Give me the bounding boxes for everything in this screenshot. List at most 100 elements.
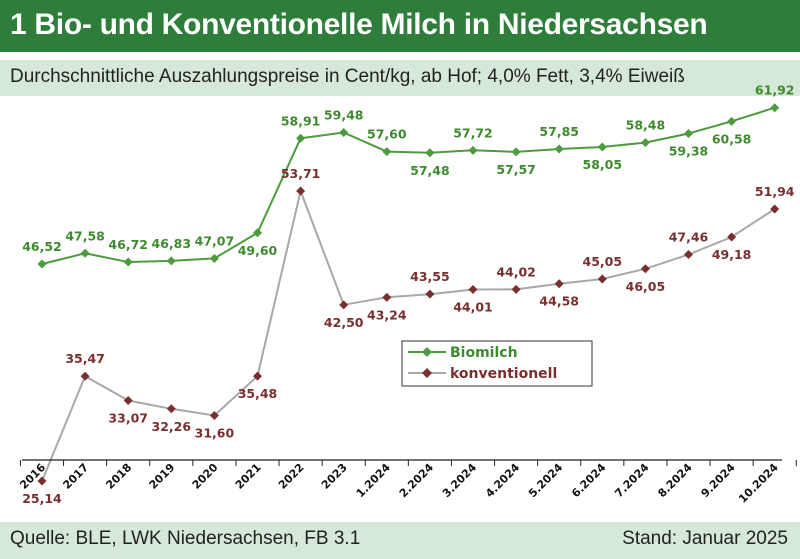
x-tick-label: 6.2024 — [569, 461, 608, 500]
marker-konventionell — [554, 279, 564, 289]
marker-biomilch — [684, 129, 693, 139]
marker-konventionell — [468, 285, 478, 295]
data-label-biomilch: 58,48 — [626, 118, 666, 133]
marker-konventionell — [123, 396, 133, 406]
marker-biomilch — [597, 142, 607, 152]
marker-biomilch — [296, 133, 306, 143]
data-label-biomilch: 46,72 — [108, 237, 148, 252]
data-label-biomilch: 58,05 — [583, 157, 623, 172]
x-tick-label: 8.2024 — [655, 461, 694, 500]
data-label-biomilch: 46,83 — [152, 236, 192, 251]
x-tick-label: 4.2024 — [483, 461, 522, 500]
data-label-biomilch: 60,58 — [712, 131, 752, 146]
data-label-konventionell: 44,01 — [453, 300, 493, 315]
marker-konventionell — [382, 292, 392, 302]
x-tick-label: 2021 — [233, 461, 264, 492]
series-line-biomilch — [41, 106, 776, 265]
marker-konventionell — [296, 186, 306, 196]
marker-biomilch — [640, 138, 650, 148]
data-label-biomilch: 57,72 — [453, 125, 493, 140]
data-label-biomilch: 58,91 — [281, 113, 321, 128]
x-tick-label: 2017 — [60, 461, 91, 492]
data-label-biomilch: 59,48 — [324, 107, 364, 122]
x-tick-label: 3.2024 — [440, 461, 479, 500]
legend-marker-konventionell — [422, 368, 432, 378]
x-tick-label: 2019 — [147, 461, 178, 492]
x-tick-label: 7.2024 — [612, 461, 651, 500]
marker-konventionell — [511, 284, 521, 294]
data-label-konventionell: 43,55 — [410, 269, 450, 284]
x-tick-label: 9.2024 — [699, 461, 738, 500]
marker-biomilch — [511, 147, 521, 157]
data-label-konventionell: 25,14 — [22, 491, 62, 506]
x-tick-label: 5.2024 — [526, 461, 565, 500]
marker-konventionell — [597, 274, 607, 284]
data-label-biomilch: 61,92 — [755, 83, 795, 98]
data-label-konventionell: 33,07 — [108, 411, 148, 426]
data-label-konventionell: 44,58 — [539, 294, 579, 309]
legend-label-konventionell: konventionell — [450, 366, 557, 382]
data-label-biomilch: 57,48 — [410, 163, 450, 178]
marker-konventionell — [37, 476, 47, 486]
data-label-konventionell: 46,05 — [626, 279, 666, 294]
data-label-konventionell: 45,05 — [583, 254, 623, 269]
data-label-biomilch: 57,85 — [539, 124, 579, 139]
marker-biomilch — [727, 116, 737, 126]
marker-biomilch — [468, 145, 478, 155]
data-label-konventionell: 31,60 — [195, 425, 235, 440]
x-tick-label: 2023 — [319, 461, 350, 492]
page-subtitle: Durchschnittliche Auszahlungspreise in C… — [10, 66, 685, 87]
marker-biomilch — [80, 248, 90, 258]
data-label-konventionell: 49,18 — [712, 247, 752, 262]
data-label-konventionell: 53,71 — [281, 166, 321, 181]
marker-biomilch — [339, 127, 349, 137]
x-tick-label: 2022 — [276, 461, 307, 492]
series-lines — [41, 106, 776, 482]
marker-konventionell — [640, 264, 650, 274]
data-label-biomilch: 57,57 — [496, 162, 536, 177]
marker-biomilch — [425, 148, 435, 158]
marker-biomilch — [554, 144, 564, 154]
data-label-konventionell: 51,94 — [755, 184, 795, 199]
marker-biomilch — [253, 228, 262, 238]
legend-box — [401, 340, 593, 387]
data-label-biomilch: 57,60 — [367, 127, 407, 142]
x-axis-ticks: 2016 2017 2018 2019 2020 2021 2022 2023 1.2024 2.… — [17, 460, 797, 506]
data-label-biomilch: 59,38 — [669, 144, 709, 159]
marker-konventionell — [253, 371, 262, 381]
marker-konventionell — [684, 249, 693, 259]
marker-konventionell — [209, 410, 219, 420]
marker-konventionell — [727, 232, 737, 242]
data-label-konventionell: 43,24 — [367, 307, 407, 322]
x-tick-label: 1.2024 — [354, 461, 393, 500]
data-label-biomilch: 49,60 — [238, 243, 278, 258]
marker-biomilch — [382, 147, 392, 157]
data-label-konventionell: 42,50 — [324, 315, 364, 330]
x-tick-label: 2020 — [190, 461, 221, 492]
marker-biomilch — [37, 259, 47, 269]
data-label-biomilch: 47,07 — [195, 233, 235, 248]
x-tick-label: 2.2024 — [397, 461, 436, 500]
header-bar: 1 Bio- und Konventionelle Milch in Niede… — [0, 0, 800, 52]
data-label-konventionell: 35,48 — [238, 386, 278, 401]
marker-biomilch — [209, 253, 219, 263]
source-note: Quelle: BLE, LWK Niedersachsen, FB 3.1 — [10, 528, 361, 549]
data-label-biomilch: 46,52 — [22, 239, 62, 254]
marker-konventionell — [339, 300, 349, 310]
marker-biomilch — [123, 257, 133, 267]
marker-konventionell — [166, 404, 176, 414]
x-tick-label: 10.2024 — [736, 461, 781, 506]
marker-biomilch — [166, 256, 176, 266]
series-line-konventionell — [41, 187, 776, 482]
data-label-konventionell: 47,46 — [669, 229, 709, 244]
footer-bar: Quelle: BLE, LWK Niedersachsen, FB 3.1 S… — [0, 522, 800, 559]
data-label-konventionell: 35,47 — [65, 351, 105, 366]
marker-konventionell — [770, 204, 780, 214]
data-label-konventionell: 44,02 — [496, 264, 536, 279]
data-label-biomilch: 47,58 — [65, 228, 105, 243]
data-label-konventionell: 32,26 — [152, 419, 192, 434]
legend: Biomilch konventionell — [401, 340, 593, 387]
page-title: 1 Bio- und Konventionelle Milch in Niede… — [10, 8, 708, 41]
